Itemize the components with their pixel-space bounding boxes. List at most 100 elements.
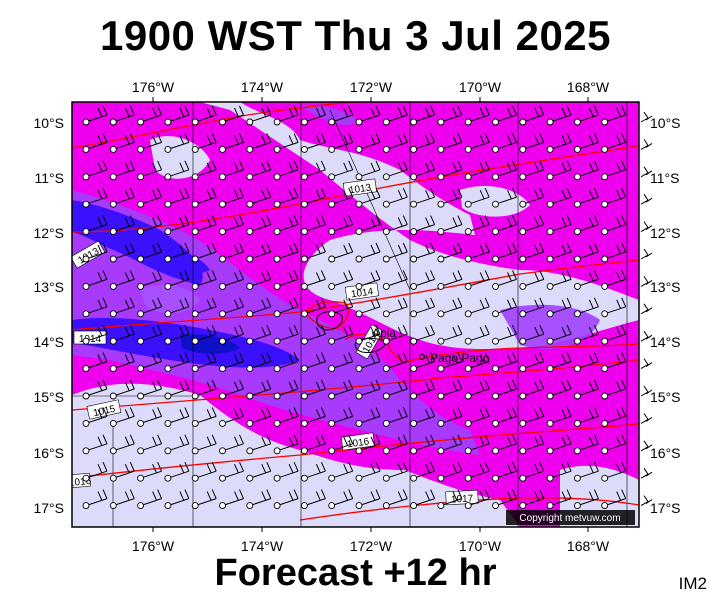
- wind-barb-edge: [640, 413, 653, 424]
- lat-label: 13°S: [650, 279, 681, 295]
- wind-barb: [328, 270, 354, 290]
- wind-barb: [82, 133, 108, 153]
- wind-barb: [191, 160, 217, 181]
- wind-barb: [437, 133, 463, 153]
- wind-barb: [382, 160, 408, 181]
- wind-barb: [137, 324, 163, 345]
- lat-label: 15°S: [33, 389, 64, 405]
- wind-barb: [546, 270, 572, 290]
- isobar-label-1014-b: 1014: [73, 330, 107, 345]
- wind-barb: [601, 379, 627, 400]
- wind-barb: [273, 187, 299, 208]
- wind-barb: [355, 489, 381, 510]
- wind-barb: [355, 461, 381, 482]
- wind-barb-edge: [640, 385, 653, 397]
- lat-label: 14°S: [33, 334, 64, 350]
- lat-label: 12°S: [33, 225, 64, 241]
- wind-barb: [382, 215, 408, 236]
- wind-barb: [82, 352, 108, 373]
- wind-barb: [519, 379, 545, 400]
- wind-barb: [191, 434, 217, 455]
- wind-barb: [410, 270, 436, 290]
- wind-barb: [137, 434, 163, 455]
- wind-barb: [601, 105, 627, 126]
- wind-barb: [464, 489, 490, 510]
- wind-barb: [109, 187, 135, 208]
- wind-barb: [246, 434, 272, 455]
- wind-barb: [164, 105, 190, 126]
- lon-label: 172°W: [350, 79, 393, 95]
- isobar-label-1013-a: 1013: [342, 178, 378, 197]
- wind-barb: [137, 160, 163, 181]
- wind-barb: [82, 489, 108, 510]
- wind-barb: [109, 105, 135, 126]
- wind-barb-edge: [640, 358, 653, 370]
- wind-barb: [300, 133, 326, 153]
- wind-barb: [546, 160, 572, 181]
- wind-barb: [328, 352, 354, 373]
- wind-barb: [464, 352, 490, 373]
- wind-barb: [437, 489, 463, 510]
- wind-barb-edge: [640, 139, 653, 150]
- lat-label: 15°S: [650, 389, 681, 405]
- wind-barb: [546, 187, 572, 208]
- wind-barb: [519, 242, 545, 263]
- wind-barb: [546, 297, 572, 318]
- wind-barb: [355, 434, 381, 455]
- wind-barb: [410, 489, 436, 510]
- isobar-label-1014-a: 1014: [344, 282, 380, 301]
- wind-barb: [546, 434, 572, 455]
- wind-barb: [300, 105, 326, 126]
- place-apia: Apia: [372, 326, 396, 340]
- wind-barb: [573, 215, 599, 236]
- wind-barb: [382, 242, 408, 263]
- wind-barb: [328, 187, 354, 208]
- wind-barb: [492, 187, 517, 208]
- wind-barb-edge: [640, 193, 653, 205]
- map-title: 1900 WST Thu 3 Jul 2025: [99, 12, 612, 59]
- wind-barb: [601, 489, 627, 510]
- wind-barb: [82, 461, 108, 482]
- wind-barb: [300, 324, 326, 345]
- wind-barb: [109, 379, 135, 400]
- wind-barb: [573, 297, 599, 318]
- wind-barb: [300, 434, 326, 455]
- wind-barb: [137, 461, 163, 482]
- wind-barb: [492, 270, 517, 290]
- wind-barb: [546, 489, 572, 510]
- wind-barb: [492, 160, 517, 181]
- copyright-text: Copyright metvuw.com: [519, 513, 620, 524]
- wind-barb: [164, 407, 190, 427]
- wind-barb: [410, 105, 436, 126]
- lon-labels-top: 176°W 174°W 172°W 170°W 168°W: [132, 79, 610, 95]
- wind-barb: [355, 324, 381, 345]
- wind-barb: [546, 379, 572, 400]
- lon-label: 170°W: [459, 538, 502, 554]
- isobar-label-text: 1016: [346, 436, 370, 450]
- wind-barb: [246, 352, 272, 373]
- wind-barb: [492, 379, 517, 400]
- wind-barb: [191, 133, 217, 153]
- wind-barb: [382, 324, 408, 345]
- wind-barb: [355, 270, 381, 290]
- wind-barb: [355, 105, 381, 126]
- wind-barb: [601, 434, 627, 455]
- wind-barb: [546, 242, 572, 263]
- wind-barb: [573, 133, 599, 153]
- wind-barb: [410, 379, 436, 400]
- image-code: IM2: [678, 574, 707, 593]
- wind-barb: [382, 105, 408, 126]
- wind-barb: [546, 352, 572, 373]
- wind-barb: [464, 242, 490, 263]
- wind-barb: [246, 407, 272, 427]
- wind-barb: [164, 352, 190, 373]
- wind-barb: [492, 489, 517, 510]
- wind-barb: [464, 160, 490, 181]
- place-label-apia: Apia: [372, 326, 396, 340]
- wind-barb: [464, 324, 490, 345]
- wind-barb-edge: [640, 166, 653, 178]
- wind-barb: [437, 215, 463, 236]
- wind-barb: [191, 297, 217, 318]
- wind-barb: [246, 215, 272, 236]
